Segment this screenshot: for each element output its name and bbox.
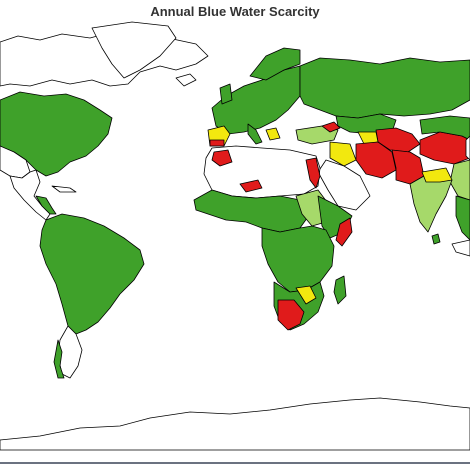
greece: [265, 127, 281, 141]
south-africa: [277, 299, 305, 331]
mauritania: [239, 179, 263, 193]
namibia-botswana: [295, 285, 317, 305]
europe: [211, 65, 301, 135]
scandinavia: [249, 47, 301, 81]
morocco: [211, 149, 233, 167]
china-east: [449, 159, 470, 201]
mexico: [9, 169, 51, 221]
sri-lanka: [431, 233, 441, 245]
map-title: Annual Blue Water Scarcity: [150, 4, 320, 19]
central-america: [35, 195, 57, 215]
south-america: [39, 213, 145, 335]
india-north: [421, 167, 453, 183]
uk: [219, 83, 233, 105]
caucasus: [321, 121, 341, 133]
iceland: [175, 73, 197, 87]
egypt-nile: [305, 157, 321, 189]
madagascar: [333, 275, 347, 305]
greenland: [91, 21, 177, 79]
italy: [247, 123, 263, 145]
antarctica: [0, 397, 470, 451]
central-africa: [261, 225, 335, 293]
indonesia: [451, 239, 470, 257]
se-asia: [455, 195, 470, 241]
somalia: [335, 217, 353, 247]
mongolia: [419, 115, 470, 141]
saudi-arabia: [317, 159, 371, 211]
spain-south: [209, 139, 225, 147]
japan: [465, 135, 470, 161]
bottom-rule: [0, 462, 470, 464]
cuba: [51, 185, 77, 193]
china-west: [419, 131, 470, 165]
chile-south: [53, 339, 65, 379]
iran: [355, 141, 397, 179]
iraq-syria: [329, 141, 357, 167]
russia: [299, 57, 470, 119]
